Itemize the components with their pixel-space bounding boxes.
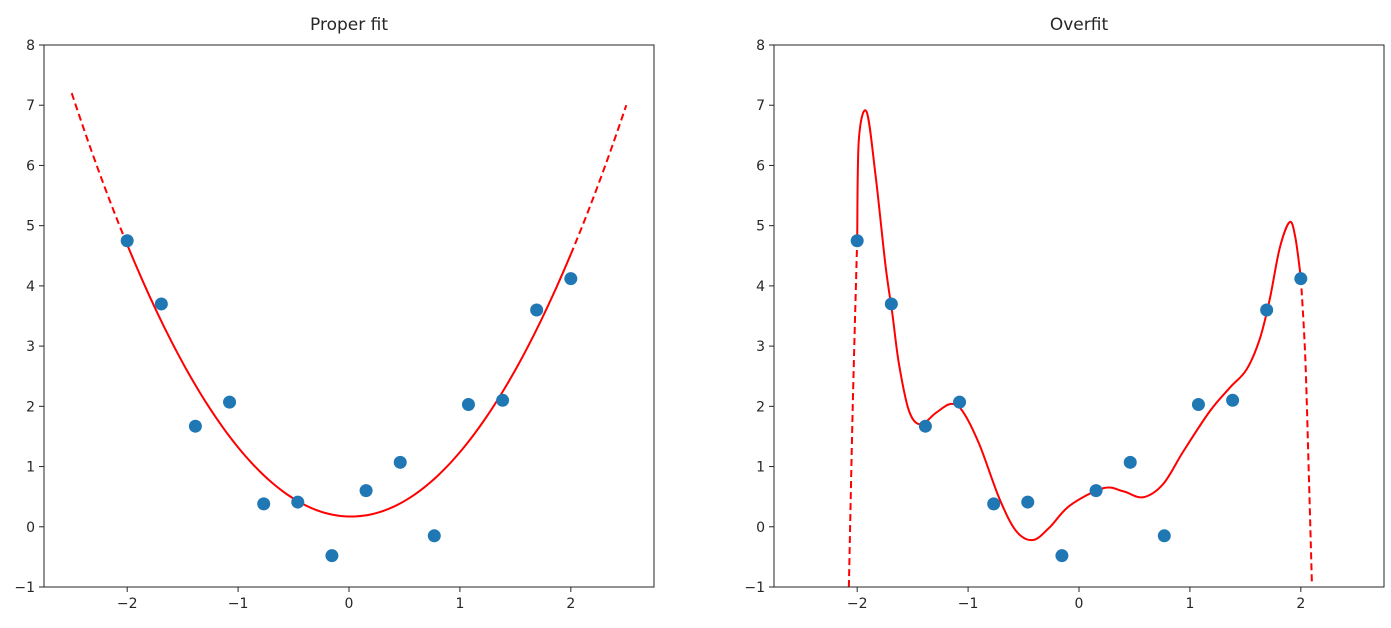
y-tick-label: 0	[756, 520, 765, 536]
x-tick-label: 0	[1075, 596, 1084, 612]
x-tick-label: 2	[566, 596, 575, 612]
data-point	[918, 419, 932, 433]
data-point	[257, 497, 271, 511]
y-tick-label: 5	[756, 219, 765, 235]
data-point	[1294, 272, 1308, 286]
data-point	[987, 497, 1001, 511]
y-tick-label: 2	[756, 399, 765, 415]
data-point	[884, 297, 898, 311]
x-tick-label: −1	[958, 596, 979, 612]
y-tick-label: 6	[756, 158, 765, 174]
data-point	[1123, 455, 1137, 469]
x-tick-label: −2	[117, 596, 138, 612]
data-point	[120, 234, 134, 248]
proper-fit-axes: Proper fit −2 −1 0 1 2 −1 0 1 2 3 4 5 6 7 8	[14, 15, 655, 612]
data-point	[1226, 393, 1240, 407]
axes-frame	[43, 44, 655, 588]
y-tick-label: 4	[26, 279, 35, 295]
y-tick-label: −1	[744, 580, 765, 596]
data-point	[188, 419, 202, 433]
fit-line-solid	[126, 244, 572, 518]
x-tick-label: 0	[345, 596, 354, 612]
data-point	[530, 303, 544, 317]
axes-frame	[773, 44, 1385, 588]
y-tick-label: 4	[756, 279, 765, 295]
fit-line-dashed-right	[1299, 277, 1313, 584]
x-tick-label: 1	[1185, 596, 1194, 612]
y-tick-label: 7	[26, 98, 35, 114]
y-tick-label: 8	[26, 38, 35, 54]
y-tick-label: 2	[26, 399, 35, 415]
data-point	[291, 495, 305, 509]
data-point	[1021, 495, 1035, 509]
data-point	[953, 395, 967, 409]
data-point	[496, 393, 510, 407]
fit-line-dashed-left	[847, 239, 859, 587]
data-point	[359, 484, 373, 498]
data-point	[1089, 484, 1103, 498]
x-tick-label: 2	[1296, 596, 1305, 612]
y-tick-label: −1	[14, 580, 35, 596]
data-point	[427, 529, 441, 543]
y-tick-label: 1	[26, 460, 35, 476]
data-point	[564, 272, 578, 286]
data-point	[393, 455, 407, 469]
x-tick-label: 1	[455, 596, 464, 612]
x-tick-label: −1	[228, 596, 249, 612]
y-tick-label: 0	[26, 520, 35, 536]
y-tick-label: 5	[26, 219, 35, 235]
y-tick-label: 1	[756, 460, 765, 476]
fit-line-solid	[856, 109, 1302, 542]
data-point	[1191, 398, 1205, 412]
data-point	[223, 395, 237, 409]
plot-area	[70, 92, 628, 563]
data-point	[1055, 549, 1069, 563]
data-point	[850, 234, 864, 248]
data-point	[1260, 303, 1274, 317]
y-tick-label: 3	[26, 339, 35, 355]
overfit-axes: Overfit −2 −1 0 1 2 −1 0 1 2 3 4 5 6 7 8	[744, 15, 1385, 612]
data-point	[154, 297, 168, 311]
y-tick-label: 6	[26, 158, 35, 174]
x-tick-label: −2	[847, 596, 868, 612]
data-point	[461, 398, 475, 412]
y-tick-label: 7	[756, 98, 765, 114]
fit-line-dashed-left	[70, 92, 129, 245]
plot-area	[847, 109, 1313, 587]
data-point	[325, 549, 339, 563]
data-point	[1157, 529, 1171, 543]
y-tick-label: 3	[756, 339, 765, 355]
y-tick-label: 8	[756, 38, 765, 54]
chart-title: Overfit	[1050, 15, 1109, 35]
fit-line-dashed-right	[569, 104, 628, 255]
chart-title: Proper fit	[310, 15, 388, 35]
